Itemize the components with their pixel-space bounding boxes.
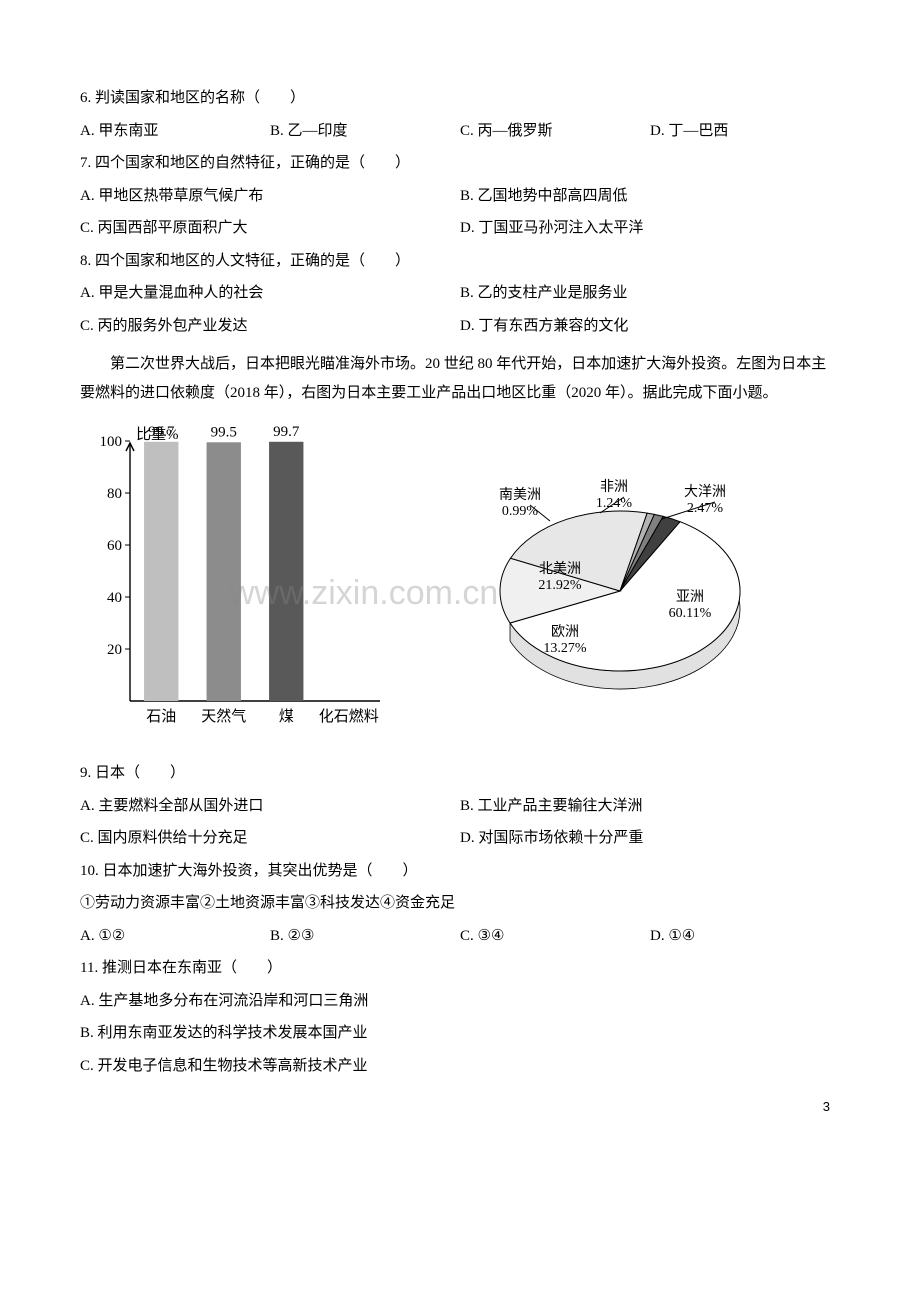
svg-text:40: 40 <box>107 590 122 606</box>
charts-row: www.zixin.com.cn 比重%2040608010099.7石油99.… <box>80 421 840 741</box>
q8-stem: 8. 四个国家和地区的人文特征，正确的是（ ） <box>80 247 840 276</box>
q11-opt-b: B. 利用东南亚发达的科学技术发展本国产业 <box>80 1019 840 1048</box>
page-number: 3 <box>823 1095 830 1120</box>
svg-text:欧洲: 欧洲 <box>551 624 579 640</box>
q10-opt-b: B. ②③ <box>270 922 460 951</box>
q6-opt-a: A. 甲东南亚 <box>80 117 270 146</box>
svg-text:亚洲: 亚洲 <box>676 590 704 605</box>
q7-options-2: C. 丙国西部平原面积广大 D. 丁国亚马孙河注入太平洋 <box>80 214 840 243</box>
svg-text:60: 60 <box>107 538 122 554</box>
q8-opt-a: A. 甲是大量混血种人的社会 <box>80 279 460 308</box>
q10-sub: ①劳动力资源丰富②土地资源丰富③科技发达④资金充足 <box>80 889 840 918</box>
svg-text:1.24%: 1.24% <box>596 496 633 511</box>
q10-opt-d: D. ①④ <box>650 922 840 951</box>
q7-stem: 7. 四个国家和地区的自然特征，正确的是（ ） <box>80 149 840 178</box>
q9-stem: 9. 日本（ ） <box>80 759 840 788</box>
svg-text:21.92%: 21.92% <box>538 578 582 593</box>
svg-text:80: 80 <box>107 486 122 502</box>
q10-opt-a: A. ①② <box>80 922 270 951</box>
q8-opt-d: D. 丁有东西方兼容的文化 <box>460 312 840 341</box>
svg-text:99.7: 99.7 <box>148 424 175 440</box>
svg-text:煤: 煤 <box>279 708 294 725</box>
svg-text:99.5: 99.5 <box>211 424 237 440</box>
q10-opt-c: C. ③④ <box>460 922 650 951</box>
svg-text:大洋洲: 大洋洲 <box>684 484 726 500</box>
q10-stem: 10. 日本加速扩大海外投资，其突出优势是（ ） <box>80 857 840 886</box>
q7-opt-c: C. 丙国西部平原面积广大 <box>80 214 460 243</box>
q6-opt-d: D. 丁—巴西 <box>650 117 840 146</box>
q9-options-2: C. 国内原料供给十分充足 D. 对国际市场依赖十分严重 <box>80 824 840 853</box>
svg-text:化石燃料: 化石燃料 <box>319 707 379 725</box>
exam-page: 6. 判读国家和地区的名称（ ） A. 甲东南亚 B. 乙—印度 C. 丙—俄罗… <box>0 0 920 1144</box>
q9-opt-a: A. 主要燃料全部从国外进口 <box>80 792 460 821</box>
svg-text:天然气: 天然气 <box>201 708 246 725</box>
q10-options: A. ①② B. ②③ C. ③④ D. ①④ <box>80 922 840 951</box>
svg-text:60.11%: 60.11% <box>669 606 712 621</box>
bar-chart: www.zixin.com.cn 比重%2040608010099.7石油99.… <box>80 421 390 741</box>
svg-text:2.47%: 2.47% <box>687 501 724 516</box>
svg-text:13.27%: 13.27% <box>543 641 587 656</box>
q6-options: A. 甲东南亚 B. 乙—印度 C. 丙—俄罗斯 D. 丁—巴西 <box>80 117 840 146</box>
q6-stem: 6. 判读国家和地区的名称（ ） <box>80 84 840 113</box>
q9-opt-d: D. 对国际市场依赖十分严重 <box>460 824 840 853</box>
pie-chart: 亚洲60.11% 欧洲13.27% 北美洲21.92% 南美洲0.99% 非洲1.24%… <box>390 421 810 741</box>
q11-opt-c: C. 开发电子信息和生物技术等高新技术产业 <box>80 1052 840 1081</box>
passage-1: 第二次世界大战后，日本把眼光瞄准海外市场。20 世纪 80 年代开始，日本加速扩… <box>80 350 840 407</box>
q9-options-1: A. 主要燃料全部从国外进口 B. 工业产品主要输往大洋洲 <box>80 792 840 821</box>
svg-text:0.99%: 0.99% <box>502 504 539 519</box>
svg-text:非洲: 非洲 <box>600 479 628 495</box>
q6-opt-b: B. 乙—印度 <box>270 117 460 146</box>
svg-text:20: 20 <box>107 642 122 658</box>
q8-options-2: C. 丙的服务外包产业发达 D. 丁有东西方兼容的文化 <box>80 312 840 341</box>
q7-options-1: A. 甲地区热带草原气候广布 B. 乙国地势中部高四周低 <box>80 182 840 211</box>
q8-opt-c: C. 丙的服务外包产业发达 <box>80 312 460 341</box>
svg-text:石油: 石油 <box>146 708 176 725</box>
q6-opt-c: C. 丙—俄罗斯 <box>460 117 650 146</box>
svg-text:100: 100 <box>100 434 123 450</box>
q11-opt-a: A. 生产基地多分布在河流沿岸和河口三角洲 <box>80 987 840 1016</box>
q11-stem: 11. 推测日本在东南亚（ ） <box>80 954 840 983</box>
q7-opt-d: D. 丁国亚马孙河注入太平洋 <box>460 214 840 243</box>
svg-text:北美洲: 北美洲 <box>539 561 581 577</box>
q9-opt-c: C. 国内原料供给十分充足 <box>80 824 460 853</box>
q8-options-1: A. 甲是大量混血种人的社会 B. 乙的支柱产业是服务业 <box>80 279 840 308</box>
q9-opt-b: B. 工业产品主要输往大洋洲 <box>460 792 840 821</box>
q7-opt-a: A. 甲地区热带草原气候广布 <box>80 182 460 211</box>
svg-text:南美洲: 南美洲 <box>499 487 541 503</box>
q8-opt-b: B. 乙的支柱产业是服务业 <box>460 279 840 308</box>
svg-text:99.7: 99.7 <box>273 424 300 440</box>
q7-opt-b: B. 乙国地势中部高四周低 <box>460 182 840 211</box>
